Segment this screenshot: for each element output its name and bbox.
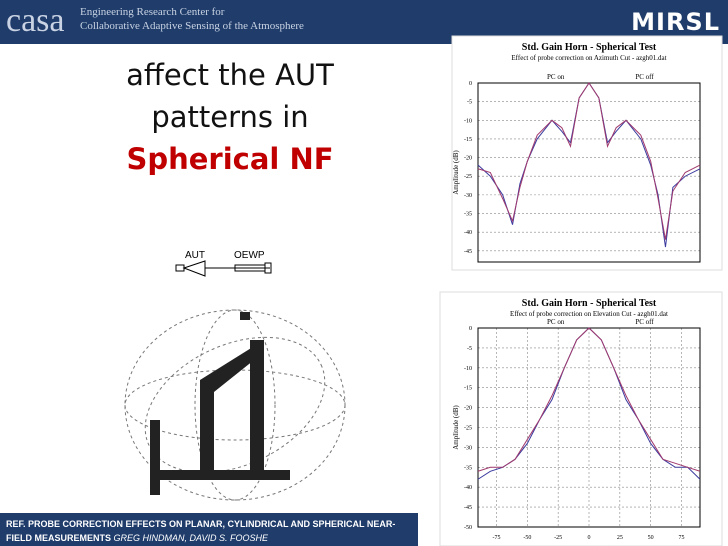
diagram-label: OEWP bbox=[234, 250, 265, 261]
y-tick-label: -40 bbox=[464, 230, 472, 236]
logo: casa bbox=[6, 2, 65, 39]
chart-title: Std. Gain Horn - Spherical Test bbox=[522, 298, 657, 309]
spherical-scanner bbox=[124, 309, 346, 501]
y-tick-label: -50 bbox=[464, 525, 472, 531]
y-tick-label: 0 bbox=[469, 326, 472, 332]
y-tick-label: -20 bbox=[464, 156, 472, 162]
y-tick-label: -10 bbox=[464, 366, 472, 372]
legend-label: PC off bbox=[635, 318, 654, 326]
x-tick-label: 50 bbox=[648, 535, 654, 541]
y-tick-label: -30 bbox=[464, 445, 472, 451]
legend-label: PC off bbox=[635, 73, 654, 81]
chart-subtitle: Effect of probe correction on Azimuth Cu… bbox=[511, 54, 666, 62]
y-tick-label: -10 bbox=[464, 118, 472, 124]
y-tick-label: -15 bbox=[464, 137, 472, 143]
x-tick-label: -25 bbox=[554, 535, 562, 541]
title-line: patterns in bbox=[151, 100, 309, 134]
chart-frame bbox=[451, 35, 723, 271]
title-line: affect the AUT bbox=[126, 58, 334, 92]
y-tick-label: -45 bbox=[464, 505, 472, 511]
chart-subtitle: Effect of probe correction on Elevation … bbox=[510, 310, 668, 318]
authors: GREG HINDMAN, DAVID S. FOOSHE bbox=[113, 533, 269, 543]
legend-label: PC on bbox=[547, 318, 565, 326]
org-line: Engineering Research Center for bbox=[80, 6, 225, 18]
y-axis-label: Amplitude (dB) bbox=[452, 150, 460, 195]
chart-title: Std. Gain Horn - Spherical Test bbox=[522, 42, 657, 53]
x-tick-label: -50 bbox=[523, 535, 531, 541]
reference: REF. PROBE CORRECTION EFFECTS ON PLANAR,… bbox=[6, 519, 396, 543]
y-tick-label: -35 bbox=[464, 212, 472, 218]
y-tick-label: -15 bbox=[464, 386, 472, 392]
y-axis-label: Amplitude (dB) bbox=[452, 405, 460, 450]
y-tick-label: -25 bbox=[464, 174, 472, 180]
y-tick-label: -25 bbox=[464, 426, 472, 432]
y-tick-label: -40 bbox=[464, 485, 472, 491]
positioner bbox=[150, 312, 290, 495]
legend-label: PC on bbox=[547, 73, 565, 81]
org-line: Collaborative Adaptive Sensing of the At… bbox=[80, 20, 304, 32]
x-tick-label: 75 bbox=[679, 535, 685, 541]
diagram-label: AUT bbox=[185, 250, 205, 261]
y-tick-label: -30 bbox=[464, 193, 472, 199]
series-line bbox=[477, 327, 701, 472]
y-tick-label: -5 bbox=[467, 100, 472, 106]
y-tick-label: -35 bbox=[464, 465, 472, 471]
x-tick-label: 25 bbox=[617, 535, 623, 541]
x-tick-label: -75 bbox=[493, 535, 501, 541]
series-line bbox=[477, 82, 701, 240]
x-tick-label: 0 bbox=[588, 535, 591, 541]
y-tick-label: -45 bbox=[464, 249, 472, 255]
chart-frame bbox=[439, 291, 723, 546]
y-tick-label: 0 bbox=[469, 81, 472, 87]
diagram: AUT OEWP bbox=[124, 250, 346, 501]
antenna-sketch bbox=[175, 260, 272, 277]
right-logo: MIRSL bbox=[631, 8, 720, 36]
title-line: Spherical NF bbox=[126, 142, 334, 176]
y-tick-label: -5 bbox=[467, 346, 472, 352]
header-bar: casa Engineering Research Center for Col… bbox=[0, 0, 728, 44]
y-tick-label: -20 bbox=[464, 406, 472, 412]
footer-reference: REF. PROBE CORRECTION EFFECTS ON PLANAR,… bbox=[0, 513, 418, 546]
